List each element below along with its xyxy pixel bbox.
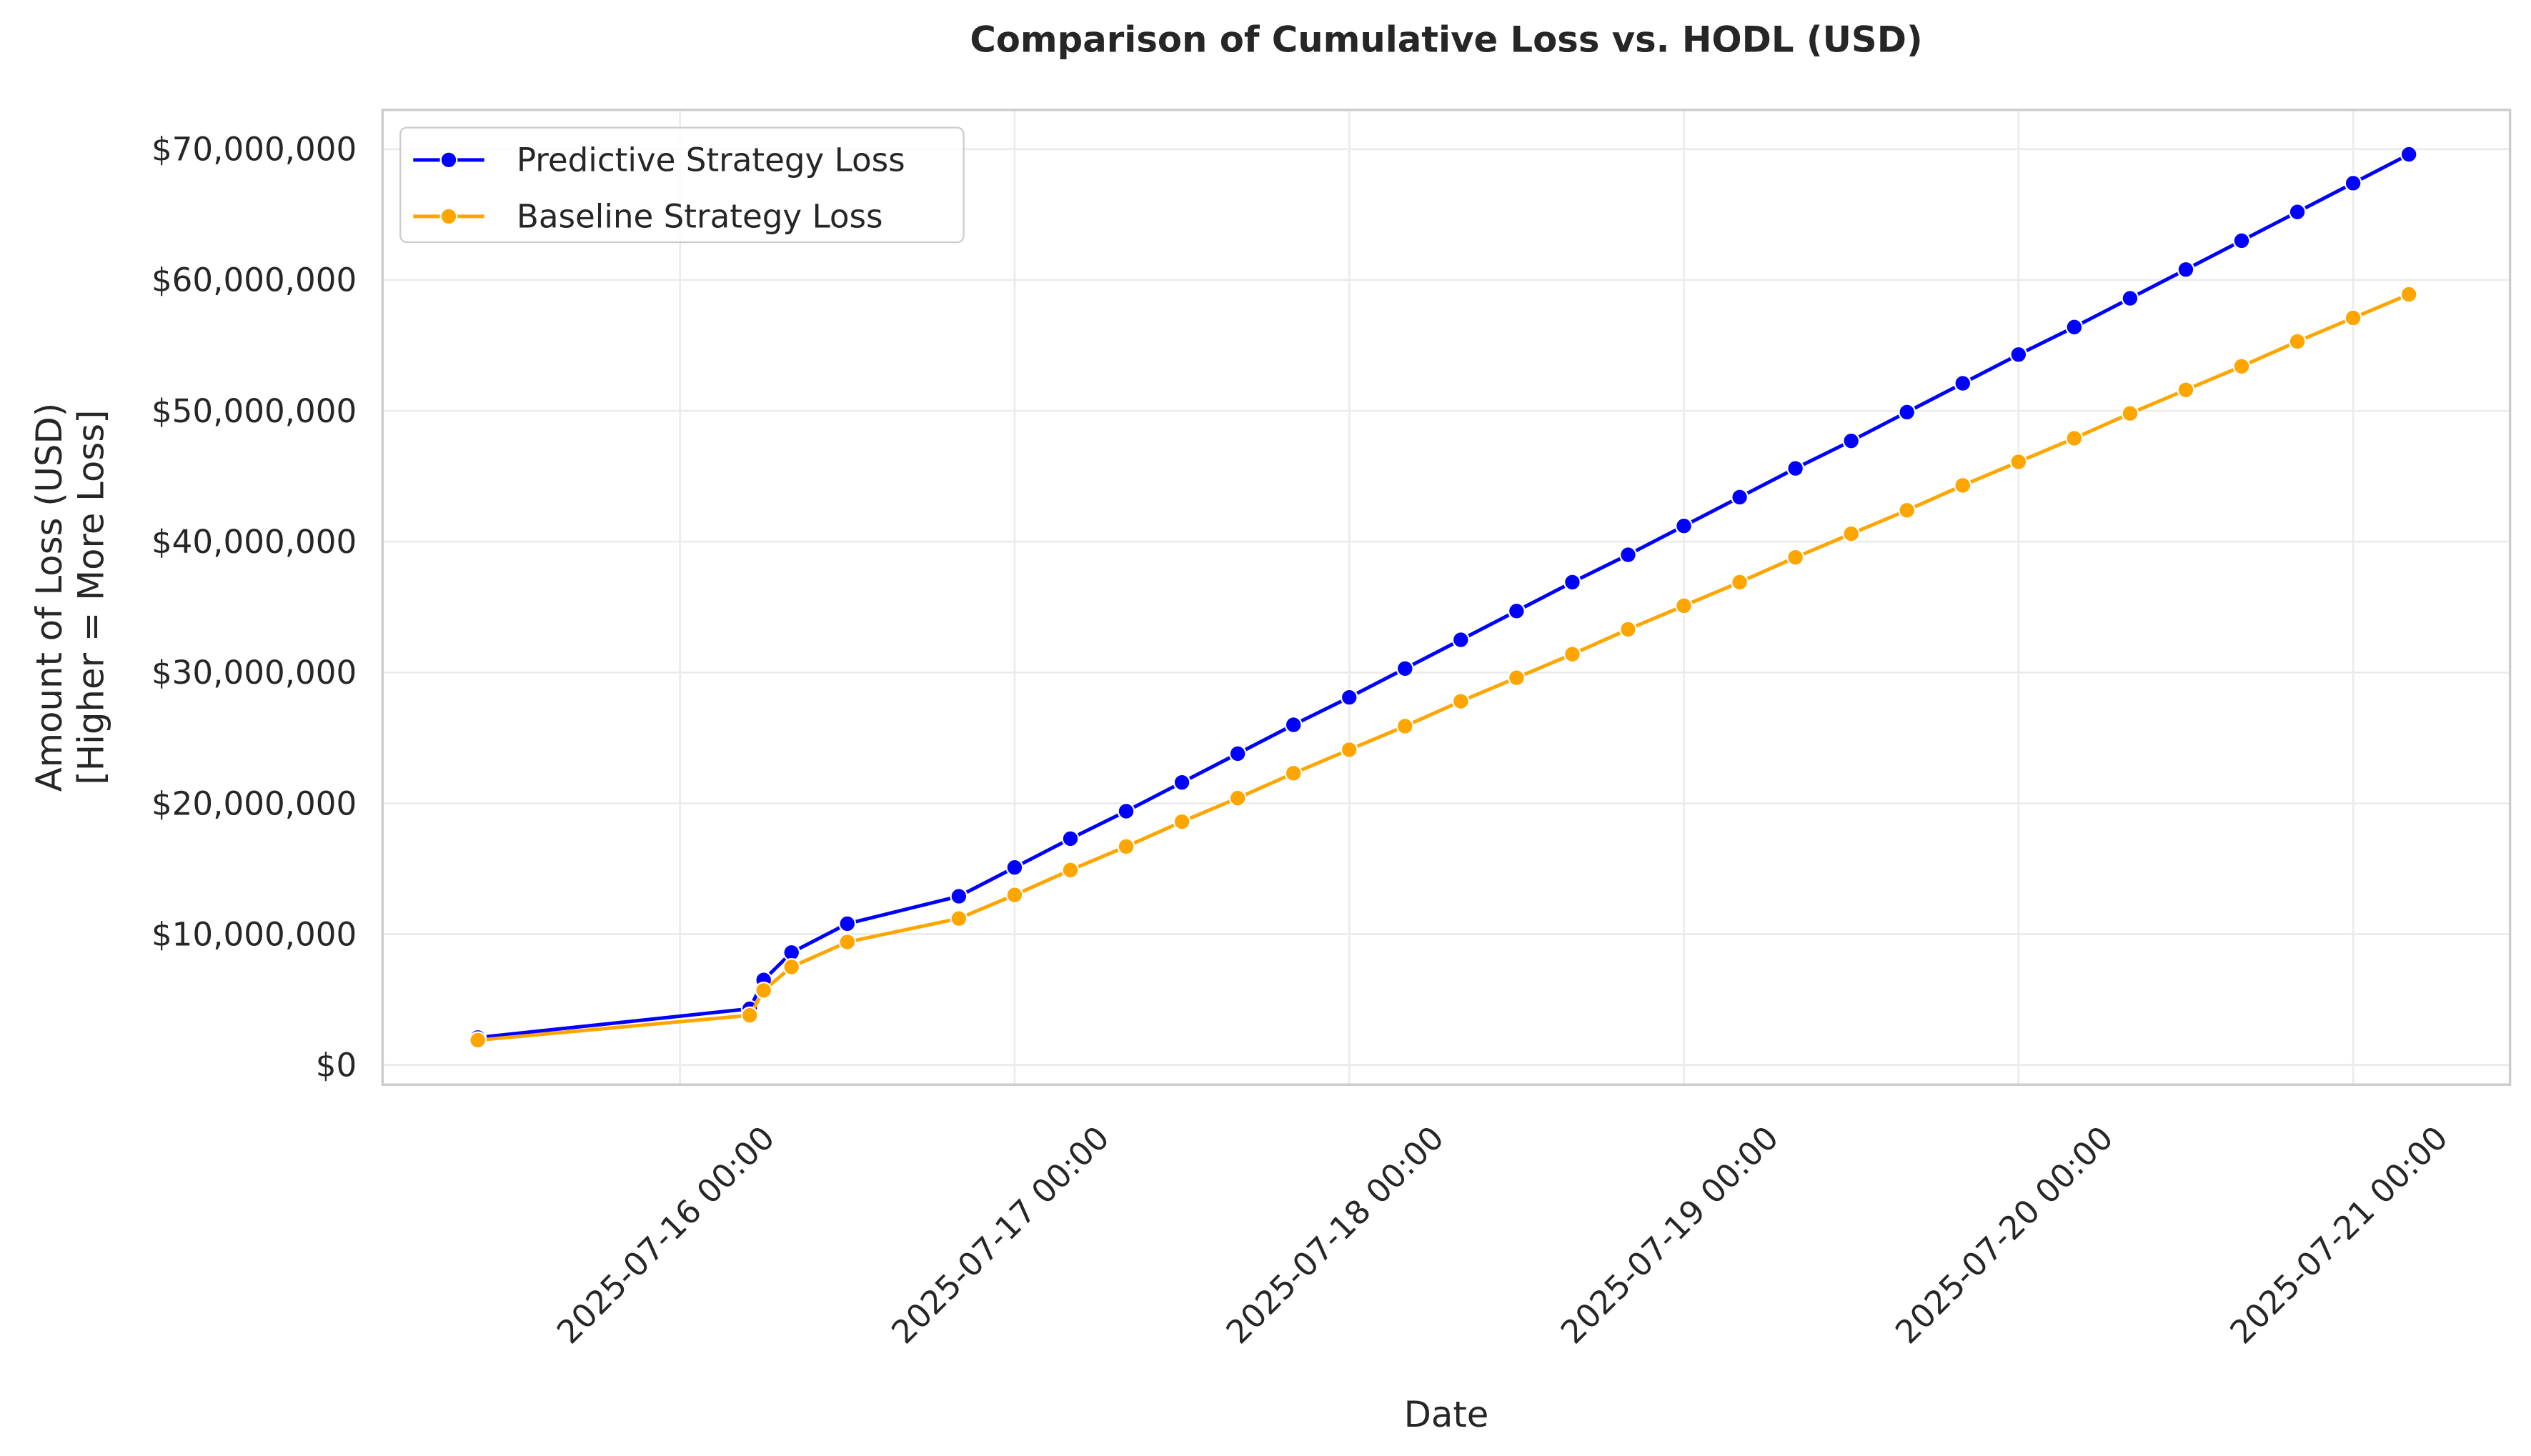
data-point (2065, 429, 2084, 447)
data-point (1619, 620, 1637, 639)
data-point (2400, 285, 2418, 304)
data-point (2232, 357, 2251, 376)
data-point (2288, 203, 2307, 221)
y-tick-label: $70,000,000 (151, 131, 357, 169)
data-point (1563, 645, 1581, 664)
y-tick-label: $60,000,000 (151, 261, 357, 299)
data-point (950, 909, 968, 928)
x-tick-label: 2025-07-18 00:00 (1219, 1119, 1451, 1351)
legend-label: Baseline Strategy Loss (517, 198, 883, 236)
data-point (2400, 145, 2418, 164)
data-point (1340, 688, 1358, 707)
x-tick-label: 2025-07-21 00:00 (2223, 1119, 2455, 1351)
data-point (1675, 517, 1693, 535)
data-point (838, 933, 857, 952)
data-point (1061, 861, 1080, 879)
data-point (2232, 231, 2251, 250)
x-axis-label: Date (1404, 1394, 1489, 1435)
data-point (1507, 602, 1526, 620)
data-point (740, 1006, 759, 1024)
data-point (1284, 764, 1303, 782)
data-point (1675, 597, 1693, 615)
y-axis-label: [Higher = More Loss] (71, 409, 112, 784)
data-point (1173, 812, 1191, 831)
plot-frame (381, 109, 2512, 1086)
data-point (2177, 381, 2195, 399)
chart-title: Comparison of Cumulative Loss vs. HODL (… (970, 19, 1922, 61)
x-tick-label: 2025-07-20 00:00 (1888, 1119, 2120, 1351)
y-tick-label: $20,000,000 (151, 784, 357, 822)
data-point (1786, 548, 1805, 567)
data-point (1005, 858, 1024, 877)
y-tick-label: $0 (316, 1047, 357, 1084)
y-tick-label: $50,000,000 (151, 392, 357, 430)
data-point (1396, 717, 1414, 735)
data-point (1842, 524, 1861, 543)
data-point (1340, 740, 1358, 759)
data-point (1731, 573, 1749, 592)
data-point (1005, 886, 1024, 904)
data-point (1451, 692, 1470, 711)
data-point (838, 914, 857, 933)
data-point (1898, 403, 1916, 422)
data-point (2121, 404, 2139, 423)
y-tick-label: $10,000,000 (151, 915, 357, 953)
data-point (2344, 174, 2362, 192)
data-point (2009, 345, 2028, 364)
data-point (1117, 802, 1135, 820)
data-point (755, 981, 773, 999)
data-point (1954, 477, 1972, 494)
data-point (1117, 837, 1135, 856)
series-line (477, 292, 2410, 1042)
data-point (1451, 631, 1470, 649)
data-point (1396, 659, 1414, 678)
data-point (1619, 546, 1637, 564)
series-line (477, 152, 2410, 1039)
data-point (1786, 459, 1805, 478)
data-point (1731, 488, 1749, 507)
data-point (2121, 289, 2139, 307)
x-tick-label: 2025-07-16 00:00 (550, 1119, 782, 1351)
data-point (1842, 432, 1861, 450)
data-point (469, 1031, 487, 1049)
data-point (1228, 744, 1247, 763)
y-tick-label: $40,000,000 (151, 523, 357, 561)
data-point (2177, 260, 2195, 279)
data-point (1954, 374, 1972, 393)
legend-marker (439, 207, 458, 226)
legend-marker (439, 151, 458, 169)
data-point (2344, 309, 2362, 327)
data-point (1061, 829, 1080, 848)
data-point (950, 887, 968, 905)
legend-label: Predictive Strategy Loss (517, 141, 905, 179)
data-point (1898, 501, 1916, 519)
y-tick-label: $30,000,000 (151, 654, 357, 692)
data-point (1228, 789, 1247, 807)
data-point (1507, 669, 1526, 687)
data-point (2009, 453, 2028, 471)
x-tick-label: 2025-07-19 00:00 (1553, 1119, 1786, 1351)
x-tick-label: 2025-07-17 00:00 (884, 1119, 1116, 1351)
data-point (1173, 773, 1191, 792)
legend-box (399, 126, 965, 244)
data-point (1284, 716, 1303, 734)
data-point (2288, 332, 2307, 351)
data-point (1563, 573, 1581, 592)
y-axis-label: Amount of Loss (USD) (29, 403, 70, 792)
data-point (2065, 318, 2084, 336)
data-point (782, 957, 801, 976)
